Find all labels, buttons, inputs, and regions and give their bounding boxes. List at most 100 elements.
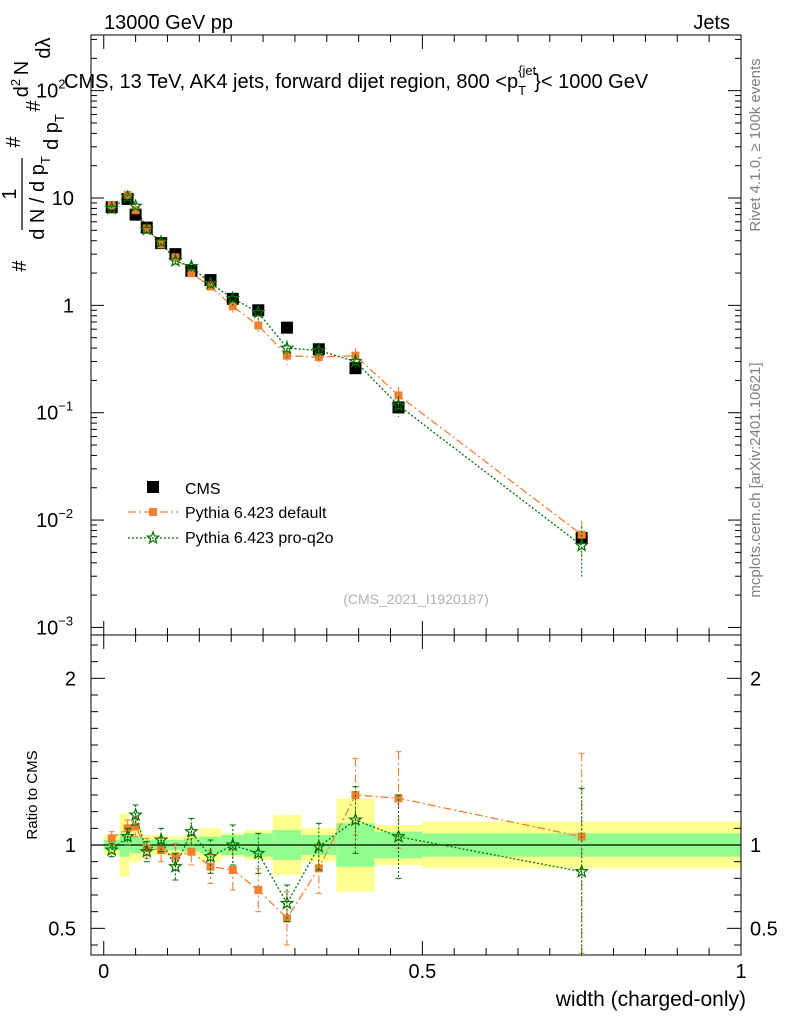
proq2o-point [168,253,183,268]
default-point [314,353,323,362]
ratio-proq2o-point [104,842,120,857]
main-y-label: # 1 d N / d pT # d pT # d2 N dλ [0,37,67,271]
main-y-tick-label: 102 [36,77,65,103]
ratio-default-point [394,794,403,803]
ratio-default-point [254,886,263,894]
legend-marker-default [149,508,157,516]
plot-title-end: }< 1000 GeV [534,71,649,93]
proq2o-point [311,342,327,357]
legend-marker-cms [147,481,159,493]
mcplots-label: mcplots.cern.ch [arXiv:2401.10621] [747,362,764,597]
ratio-proq2o-point [391,828,406,843]
proq2o-point [279,340,295,355]
ratio-proq2o-point [184,823,199,838]
main-line-star [111,196,583,547]
ratio-series [104,751,590,955]
ratio-default-point [206,862,215,871]
main-y-tick-label: 1 [63,295,74,317]
ratio-proq2o-point [574,863,590,878]
ratio-line-sq [111,794,582,920]
ratio-proq2o-point [203,848,218,863]
x-axis-label: width (charged-only) [555,988,746,1011]
legend-label-proq2o: Pythia 6.423 pro-q2o [185,530,334,547]
ylabel-hash-3: # [23,100,45,112]
proq2o-point [120,189,135,204]
proq2o-point [391,397,406,412]
plot-title-sub: T [518,83,526,98]
proq2o-point [139,221,155,236]
proq2o-point [153,234,169,249]
legend-label-cms: CMS [185,481,221,498]
proq2o-point [184,258,199,273]
plot-title-main: CMS, 13 TeV, AK4 jets, forward dijet reg… [64,71,518,93]
ratio-proq2o-point [128,807,143,822]
ratio-default-point [228,866,237,874]
ylabel-n: N [11,61,33,75]
main-line-sq [111,193,583,536]
header-right: Jets [693,12,730,34]
main-y-ticks: 10−3 10−2 10−1 1 10 102 [36,35,742,639]
ylabel-dpt: d pT [41,114,67,150]
plot-title: CMS, 13 TeV, AK4 jets, forward dijet reg… [64,63,649,98]
ratio-proq2o-point [279,895,295,910]
ratio-plot-frame [90,634,742,956]
header-left: 13000 GeV pp [104,12,233,34]
ratio-proq2o-point [250,845,266,860]
legend-marker-proq2o [145,530,161,545]
ratio-default-point [107,834,116,843]
main-series [104,189,590,578]
ratio-proq2o-point [153,832,169,847]
ylabel-d2: d2 [8,79,33,97]
ratio-y-tick-label-right: 1 [750,835,761,857]
ylabel-hash-2: # [3,136,25,148]
proq2o-point [203,275,218,290]
ratio-y-tick-label-right: 0.5 [750,918,778,940]
ylabel-dlambda: dλ [33,37,55,58]
x-tick-label: 0.5 [408,961,436,983]
ratio-y-tick-label: 0.5 [48,918,76,940]
ratio-proq2o-point [225,837,241,852]
ylabel-hash-1: # [9,260,31,272]
ratio-proq2o-point [311,838,327,853]
proq2o-point [348,353,363,368]
ratio-proq2o-point [168,858,183,873]
main-y-tick-label: 10 [52,188,74,210]
analysis-watermark: (CMS_2021_I1920187) [343,591,489,607]
ratio-y-label: Ratio to CMS [24,750,41,839]
default-point [394,391,403,400]
default-point [254,321,263,330]
x-tick-label: 0 [98,961,109,983]
x-tick-label: 1 [735,961,746,983]
default-point [282,351,291,360]
legend-label-default: Pythia 6.423 default [185,505,327,522]
ratio-y-tick-label-right: 2 [750,668,761,690]
ratio-default-point [142,844,151,853]
proq2o-point [104,200,120,215]
ratio-proq2o-point [139,843,155,858]
ylabel-dn-dpt: d N / d pT [27,156,53,240]
ratio-y-tick-label: 1 [65,835,76,857]
default-point [187,269,196,278]
proq2o-point [574,537,590,552]
cms-point [280,321,293,334]
rivet-label: Rivet 4.1.0, ≥ 100k events [747,58,764,231]
ratio-ticks: 0.5 0.51 12 20 0.5 1 [48,635,778,983]
main-y-tick-label: 10−1 [36,399,73,425]
plot-title-sup: {jet [518,63,536,78]
default-point [107,201,116,210]
default-point [131,206,140,215]
proq2o-point [128,198,143,213]
default-point [228,302,237,311]
ylabel-one: 1 [0,188,21,199]
legend: CMS Pythia 6.423 default Pythia 6.423 pr… [128,481,334,547]
ratio-default-point [131,822,140,831]
ratio-proq2o-point [348,812,363,827]
ratio-default-point [187,847,196,856]
main-y-tick-label: 10−2 [36,506,73,532]
ratio-proq2o-point [120,828,135,843]
ratio-y-tick-label: 2 [65,668,76,690]
proq2o-point [250,304,266,319]
proq2o-point [225,290,241,305]
main-y-tick-label: 10−3 [36,613,73,639]
